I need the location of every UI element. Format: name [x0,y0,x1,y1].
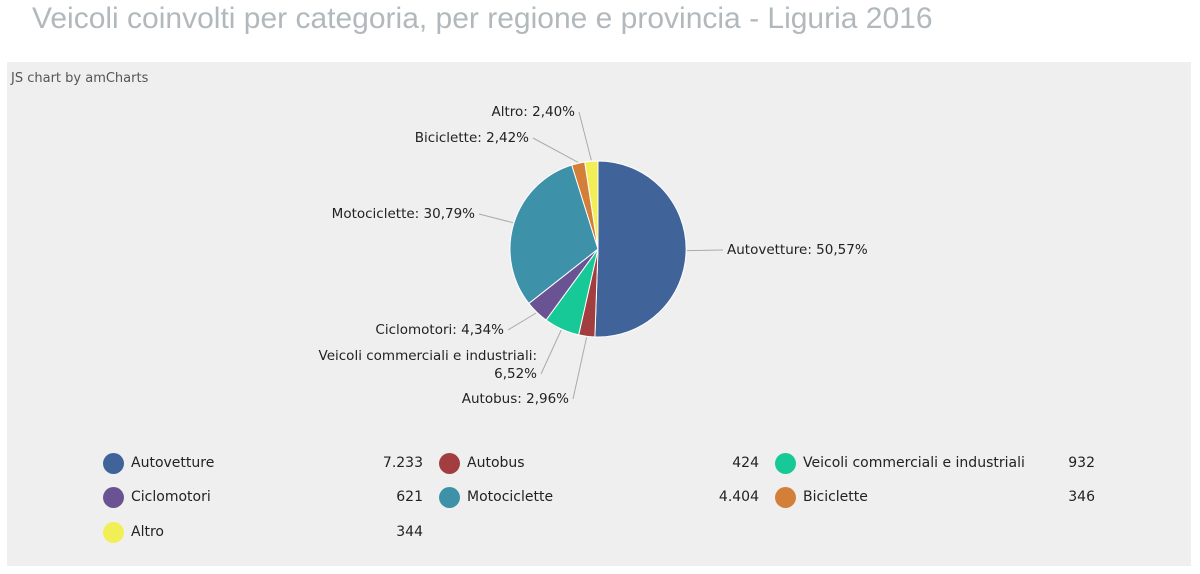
leader-line-veicoli-commerciali [540,329,562,375]
legend-item-veicoli-commerciali[interactable]: Veicoli commerciali e industriali 932 [775,450,1095,476]
leader-line-biciclette [532,137,579,163]
leader-line-autovetture [686,249,724,252]
legend-value-autobus: 424 [732,455,759,471]
legend-value-biciclette: 346 [1068,489,1095,505]
amcharts-credit-link[interactable]: JS chart by amCharts [11,71,149,86]
legend-item-ciclomotori[interactable]: Ciclomotori 621 [103,484,423,510]
leader-line-motociclette [478,213,514,224]
slice-label-motociclette: Motociclette: 30,79% [332,206,475,222]
chart-legend: Autovetture 7.233 Autobus 424 Veicoli commer… [103,446,1103,556]
pie-slice-motociclette[interactable] [509,164,599,305]
legend-value-veicoli-commerciali: 932 [1068,455,1095,471]
slice-label-biciclette: Biciclette: 2,42% [415,130,529,146]
legend-label-veicoli-commerciali: Veicoli commerciali e industriali [803,455,1025,471]
legend-value-motociclette: 4.404 [718,489,759,505]
chart-panel: JS chart by amCharts Autovetture: 50,57%… [7,62,1191,566]
legend-marker-autovetture [103,452,124,474]
slice-label-veicoli-commerciali: Veicoli commerciali e industriali: 6,52% [319,348,538,382]
leader-line-altro [578,111,592,161]
legend-label-autovetture: Autovetture [131,455,215,471]
slice-label-autovetture: Autovetture: 50,57% [727,242,868,258]
legend-marker-ciclomotori [103,486,124,508]
legend-item-biciclette[interactable]: Biciclette 346 [775,484,1095,510]
legend-item-autovetture[interactable]: Autovetture 7.233 [103,450,423,476]
legend-item-autobus[interactable]: Autobus 424 [439,450,759,476]
slice-label-ciclomotori: Ciclomotori: 4,34% [375,322,504,338]
legend-marker-autobus [439,452,460,474]
slice-label-autobus: Autobus: 2,96% [462,391,569,407]
leader-line-autobus [572,337,588,400]
legend-value-autovetture: 7.233 [382,455,423,471]
legend-label-altro: Altro [131,524,164,540]
legend-marker-veicoli-commerciali [775,452,796,474]
legend-label-ciclomotori: Ciclomotori [131,489,211,505]
leader-line-ciclomotori [507,312,537,331]
legend-value-ciclomotori: 621 [396,489,423,505]
legend-label-motociclette: Motociclette [467,489,554,505]
pie-slice-altro[interactable] [584,160,599,250]
legend-label-biciclette: Biciclette [803,489,868,505]
legend-marker-motociclette [439,486,460,508]
legend-value-altro: 344 [396,524,423,540]
legend-item-motociclette[interactable]: Motociclette 4.404 [439,484,759,510]
legend-label-autobus: Autobus [467,455,525,471]
pie-chart: Autovetture: 50,57% Autobus: 2,96% Veicoli… [319,104,868,407]
pie-slice-autovetture[interactable] [594,160,687,338]
legend-marker-biciclette [775,486,796,508]
slice-label-altro: Altro: 2,40% [491,104,575,120]
legend-item-altro[interactable]: Altro 344 [103,519,423,545]
legend-marker-altro [103,521,124,543]
page-title: Veicoli coinvolti per categoria, per reg… [32,2,933,35]
